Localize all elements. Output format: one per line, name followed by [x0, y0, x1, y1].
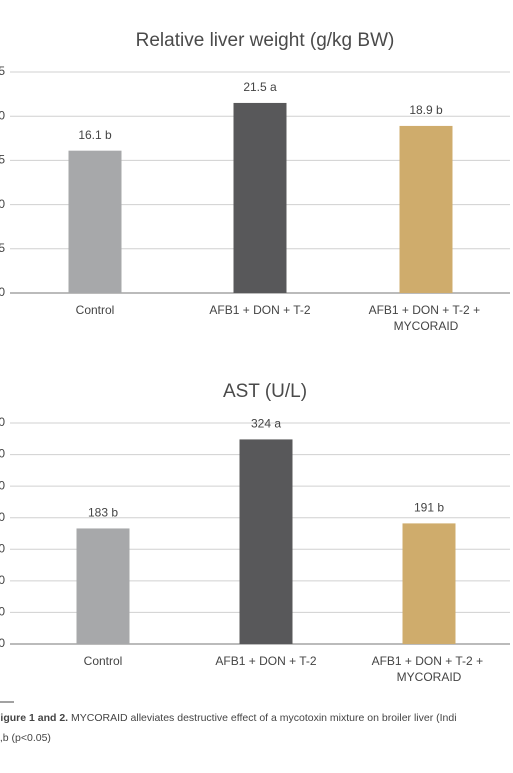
bar [76, 528, 130, 644]
bar [233, 102, 287, 293]
caption-note: a,b (p<0.05) [0, 732, 51, 744]
value-label: 21.5 a [243, 80, 277, 94]
x-tick-line: AFB1 + DON + T-2 + [369, 303, 484, 317]
y-tick-label: 10 [0, 197, 5, 211]
y-tick-label: 300 [0, 447, 5, 461]
y-tick-label: 100 [0, 573, 5, 587]
value-label: 18.9 b [409, 103, 443, 117]
y-tick-label: 25 [0, 64, 5, 78]
x-tick-label: AFB1 + DON + T-2 [215, 654, 316, 668]
y-tick-label: 50 [0, 605, 5, 619]
caption-label: Figure 1 and 2. [0, 712, 68, 724]
y-tick-label: 250 [0, 478, 5, 492]
value-label: 324 a [251, 417, 281, 431]
chart-title: Relative liver weight (g/kg BW) [136, 30, 395, 51]
x-tick-label: Control [76, 303, 115, 317]
y-tick-label: 15 [0, 153, 5, 167]
caption: Figure 1 and 2. MYCORAID alleviates dest… [0, 712, 457, 724]
y-tick-label: 0 [0, 636, 5, 650]
x-tick-label: AFB1 + DON + T-2 + MYCORAID [372, 654, 487, 684]
y-tick-label: 20 [0, 108, 5, 122]
bar [399, 125, 453, 293]
bar [402, 523, 456, 644]
y-tick-label: 350 [0, 415, 5, 429]
y-tick-label: 5 [0, 241, 5, 255]
y-tick-label: 0 [0, 285, 5, 299]
x-tick-line: MYCORAID [397, 670, 462, 684]
x-tick-label: Control [84, 654, 123, 668]
bar [239, 439, 293, 644]
chart-title: AST (U/L) [223, 381, 307, 402]
x-tick-label: AFB1 + DON + T-2 [209, 303, 310, 317]
y-tick-label: 150 [0, 541, 5, 555]
x-tick-line: AFB1 + DON + T-2 + [372, 654, 487, 668]
x-tick-line: MYCORAID [394, 319, 459, 333]
value-label: 191 b [414, 501, 444, 515]
value-label: 183 b [88, 506, 118, 520]
bar [68, 150, 122, 293]
value-label: 16.1 b [78, 128, 112, 142]
y-tick-label: 200 [0, 510, 5, 524]
x-tick-label: AFB1 + DON + T-2 + MYCORAID [369, 303, 484, 333]
caption-text: MYCORAID alleviates destructive effect o… [71, 712, 457, 724]
